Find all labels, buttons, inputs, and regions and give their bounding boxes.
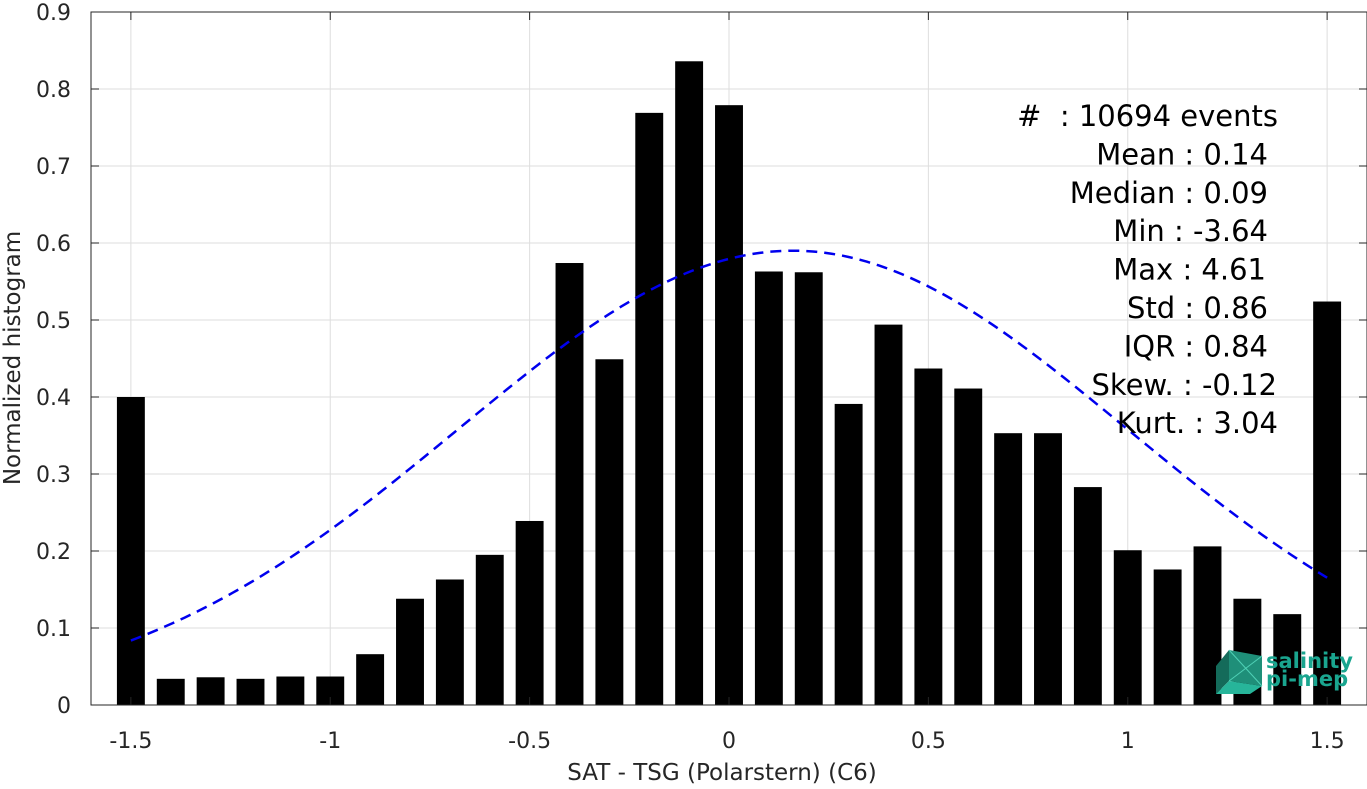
histogram-bar	[1153, 569, 1182, 705]
stats-line: Skew. : -0.12	[1091, 368, 1277, 402]
histogram-bar	[515, 520, 544, 705]
y-tick-label: 0.5	[36, 309, 71, 334]
histogram-bar	[196, 677, 225, 705]
x-axis-label: SAT - TSG (Polarstern) (C6)	[567, 760, 876, 785]
stats-line: Mean : 0.14	[1096, 137, 1268, 171]
stats-line: IQR : 0.84	[1124, 329, 1268, 363]
stats-line: Std : 0.86	[1127, 291, 1268, 325]
stats-line: Max : 4.61	[1113, 253, 1266, 287]
histogram-bar	[834, 403, 863, 705]
histogram-bar	[994, 433, 1023, 705]
histogram-bar	[635, 112, 664, 706]
stats-box: # : 10694 events Mean : 0.14 Median : 0.09…	[1017, 99, 1278, 440]
x-tick-label: -0.5	[508, 729, 551, 754]
histogram-bar	[914, 368, 943, 705]
histogram-bar	[356, 654, 385, 705]
stats-line: # : 10694 events	[1017, 99, 1278, 133]
logo-text-pimep: pi-mep	[1266, 667, 1348, 691]
histogram-bar	[754, 271, 783, 705]
y-tick-label: 0.4	[36, 386, 71, 411]
histogram-bar	[954, 388, 983, 705]
bar-layer	[116, 61, 1342, 706]
histogram-bar	[595, 359, 624, 705]
histogram-bar	[435, 579, 464, 705]
histogram-bar	[236, 678, 265, 705]
histogram-bar	[555, 263, 584, 705]
y-tick-label: 0.1	[36, 617, 71, 642]
x-tick-label: 1.5	[1310, 729, 1345, 754]
histogram-bar	[1034, 433, 1062, 705]
y-tick-label: 0.9	[36, 1, 71, 26]
histogram-bar	[276, 676, 305, 705]
histogram-bar	[116, 397, 145, 705]
x-tick-label: 1	[1121, 729, 1135, 754]
histogram-bar	[715, 105, 743, 706]
histogram-bar	[1273, 614, 1302, 705]
tick-layer: -1.5 -1 -0.5 0 0.5 1 1.5 0 0.1 0.2 0.3 0.4 0.5 0.6 0.7…	[36, 1, 1367, 754]
stats-line: Min : -3.64	[1113, 214, 1268, 248]
histogram-bar	[1113, 550, 1142, 705]
logo-cube-icon	[1216, 649, 1263, 694]
histogram-bar	[794, 272, 823, 705]
y-tick-label: 0.3	[36, 463, 71, 488]
histogram-bar	[1313, 301, 1342, 705]
histogram-bar	[475, 554, 504, 705]
y-tick-label: 0.7	[36, 155, 71, 180]
histogram-bar	[874, 324, 903, 705]
histogram-bar	[675, 61, 704, 705]
y-tick-label: 0.2	[36, 540, 71, 565]
y-tick-label: 0	[57, 694, 71, 719]
x-tick-label: -1.5	[109, 729, 152, 754]
stats-line: Median : 0.09	[1070, 176, 1268, 210]
y-tick-label: 0.6	[36, 232, 71, 257]
histogram-bar	[156, 678, 185, 705]
stats-line: Kurt. : 3.04	[1117, 406, 1278, 440]
salinity-pimep-logo: salinity pi-mep	[1216, 649, 1353, 694]
y-axis-label: Normalized histogram	[0, 231, 26, 485]
logo-text-salinity: salinity	[1266, 649, 1353, 673]
x-tick-label: -1	[319, 729, 341, 754]
histogram-bar	[1073, 487, 1102, 705]
histogram-bar	[396, 598, 424, 705]
x-tick-label: 0.5	[911, 729, 946, 754]
y-tick-label: 0.8	[36, 78, 71, 103]
x-tick-label: 0	[722, 729, 736, 754]
